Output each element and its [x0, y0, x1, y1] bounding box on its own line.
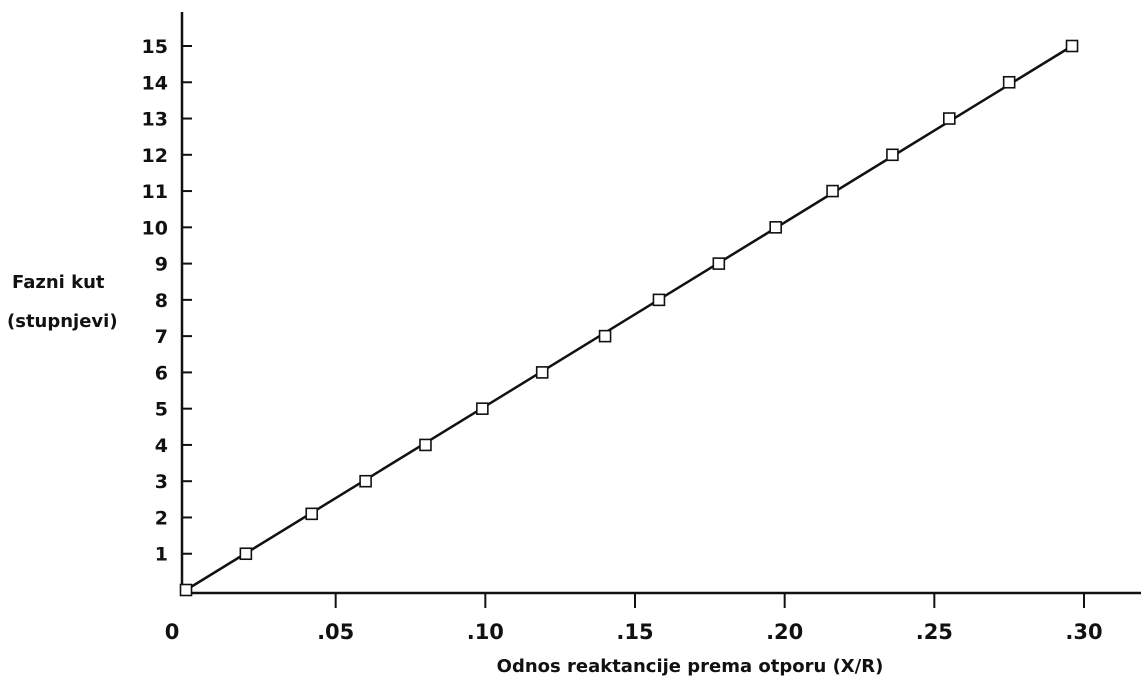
y-tick-label: 7	[155, 326, 168, 348]
data-point-marker	[1002, 75, 1016, 89]
x-tick-label: .20	[766, 620, 803, 644]
data-point-marker	[419, 438, 432, 452]
y-axis-label-line-2: (stupnjevi)	[7, 311, 118, 332]
data-point-marker	[179, 583, 193, 597]
x-tick-label: .25	[916, 620, 953, 644]
x-tick-label: .30	[1065, 620, 1102, 644]
series-group	[185, 44, 1073, 592]
data-point-marker	[305, 507, 319, 521]
data-point-marker	[239, 547, 253, 561]
x-ticks: 0 .05 .10 .15 .20 .25 .30	[165, 593, 1103, 644]
x-tick-label: .10	[467, 620, 504, 644]
data-point-marker	[769, 221, 782, 234]
y-tick-label: 1	[155, 544, 168, 566]
y-tick-label: 3	[155, 471, 168, 493]
y-tick-label: 4	[155, 435, 168, 457]
y-tick-label: 12	[142, 145, 168, 167]
x-tick-label: .15	[616, 620, 653, 644]
series-line	[185, 44, 1073, 592]
data-point-marker	[535, 366, 549, 379]
y-tick-label: 14	[142, 72, 168, 94]
data-point-marker	[652, 293, 666, 307]
x-tick-label: 0	[165, 620, 180, 644]
data-point-marker	[476, 402, 489, 415]
y-tick-label: 6	[155, 362, 168, 384]
axis-labels: Fazni kut (stupnjevi) Odnos reaktancije …	[7, 272, 883, 677]
y-tick-label: 15	[142, 36, 168, 58]
data-point-marker	[359, 474, 372, 488]
y-tick-label: 8	[155, 290, 168, 312]
x-axis-label: Odnos reaktancije prema otporu (X/R)	[497, 656, 884, 677]
y-tick-label: 10	[142, 217, 168, 239]
y-tick-label: 5	[155, 399, 168, 421]
x-tick-label: .05	[317, 620, 354, 644]
data-point-marker	[712, 257, 726, 270]
marker-group	[179, 39, 1079, 597]
data-point-marker	[942, 112, 956, 125]
y-tick-label: 13	[142, 109, 168, 131]
data-point-marker	[886, 148, 899, 162]
y-tick-label: 9	[155, 254, 168, 276]
data-point-marker	[598, 329, 612, 343]
axes	[180, 12, 1141, 595]
y-axis-label-line-1: Fazni kut	[12, 272, 105, 293]
data-point-marker	[1065, 39, 1079, 53]
y-tick-label: 11	[142, 181, 168, 203]
y-tick-label: 2	[155, 507, 168, 529]
data-point-marker	[826, 184, 839, 198]
